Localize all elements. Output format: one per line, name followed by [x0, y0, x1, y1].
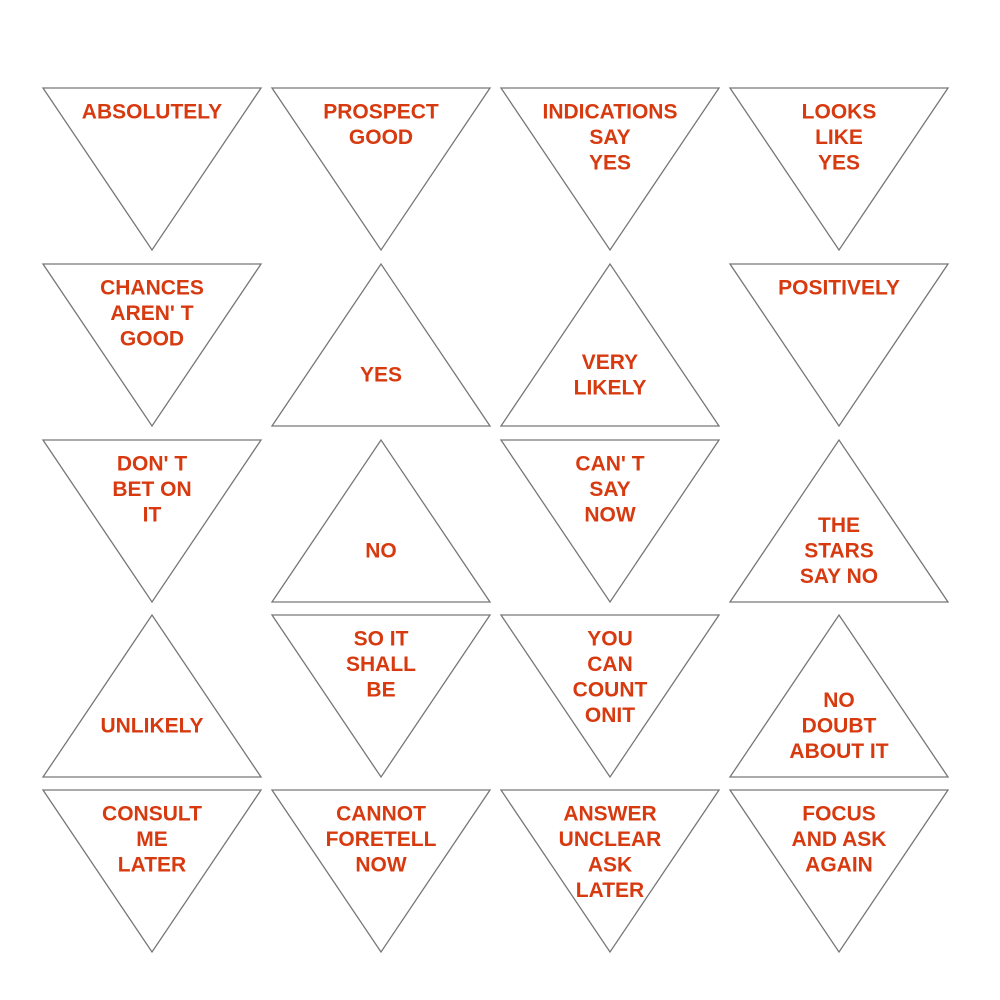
face-text: ANSWER [563, 803, 656, 826]
face-text: ME [136, 828, 168, 851]
face-text: LIKE [815, 126, 863, 149]
face-text: LATER [576, 879, 644, 902]
triangle [499, 789, 721, 954]
triangle [728, 263, 950, 428]
triangle [41, 87, 263, 252]
face-text: CAN' T [575, 453, 644, 476]
face-text: SAY NO [800, 565, 878, 588]
face-text: NO [365, 540, 397, 563]
face-text: SAY [589, 478, 630, 501]
face-text: POSITIVELY [778, 277, 900, 300]
face-text: ABSOLUTELY [82, 101, 222, 124]
triangle [499, 87, 721, 252]
face-text: PROSPECT [323, 101, 439, 124]
face-text: CONSULT [102, 803, 202, 826]
face-text: YOU [587, 628, 633, 651]
triangle [270, 262, 492, 427]
face-text: YES [360, 364, 402, 387]
triangle [499, 262, 721, 427]
face-text: SHALL [346, 653, 416, 676]
triangle [499, 614, 721, 779]
face-text: UNLIKELY [100, 715, 203, 738]
face-text: ASK [588, 854, 632, 877]
face-text: AGAIN [805, 854, 873, 877]
triangle [41, 439, 263, 604]
face-text: BET ON [112, 478, 191, 501]
face-text: DON' T [117, 453, 187, 476]
triangle [728, 789, 950, 954]
face-text: LATER [118, 854, 186, 877]
triangle [728, 613, 950, 778]
face-text: AREN' T [110, 302, 193, 325]
face-text: LOOKS [802, 101, 877, 124]
face-text: NOW [584, 504, 636, 527]
face-text: GOOD [349, 126, 413, 149]
face-text: FOCUS [802, 803, 876, 826]
triangle [270, 789, 492, 954]
face-text: CHANCES [100, 277, 204, 300]
triangle [41, 263, 263, 428]
face-text: GOOD [120, 328, 184, 351]
face-text: NOW [355, 854, 407, 877]
triangle [41, 789, 263, 954]
face-text: YES [589, 152, 631, 175]
face-text: INDICATIONS [543, 101, 678, 124]
face-text: DOUBT [802, 715, 877, 738]
face-text: LIKELY [574, 376, 647, 399]
triangle [728, 87, 950, 252]
face-text: AND ASK [792, 828, 887, 851]
triangle [270, 87, 492, 252]
face-text: UNCLEAR [559, 828, 662, 851]
face-text: ABOUT IT [789, 740, 888, 763]
face-text: SO IT [354, 628, 409, 651]
face-text: COUNT [573, 679, 648, 702]
triangle [270, 438, 492, 603]
face-text: NO [823, 689, 855, 712]
face-text: VERY [582, 351, 638, 374]
face-text: YES [818, 152, 860, 175]
face-text: THE [818, 514, 860, 537]
face-text: IT [143, 504, 162, 527]
face-text: CANNOT [336, 803, 426, 826]
face-text: BE [366, 679, 395, 702]
triangle [499, 439, 721, 604]
triangle [728, 438, 950, 603]
face-text: SAY [589, 126, 630, 149]
face-text: STARS [804, 540, 874, 563]
face-text: CAN [587, 653, 633, 676]
face-text: FORETELL [326, 828, 437, 851]
triangle [41, 613, 263, 778]
triangle [270, 614, 492, 779]
face-text: ONIT [585, 704, 635, 727]
